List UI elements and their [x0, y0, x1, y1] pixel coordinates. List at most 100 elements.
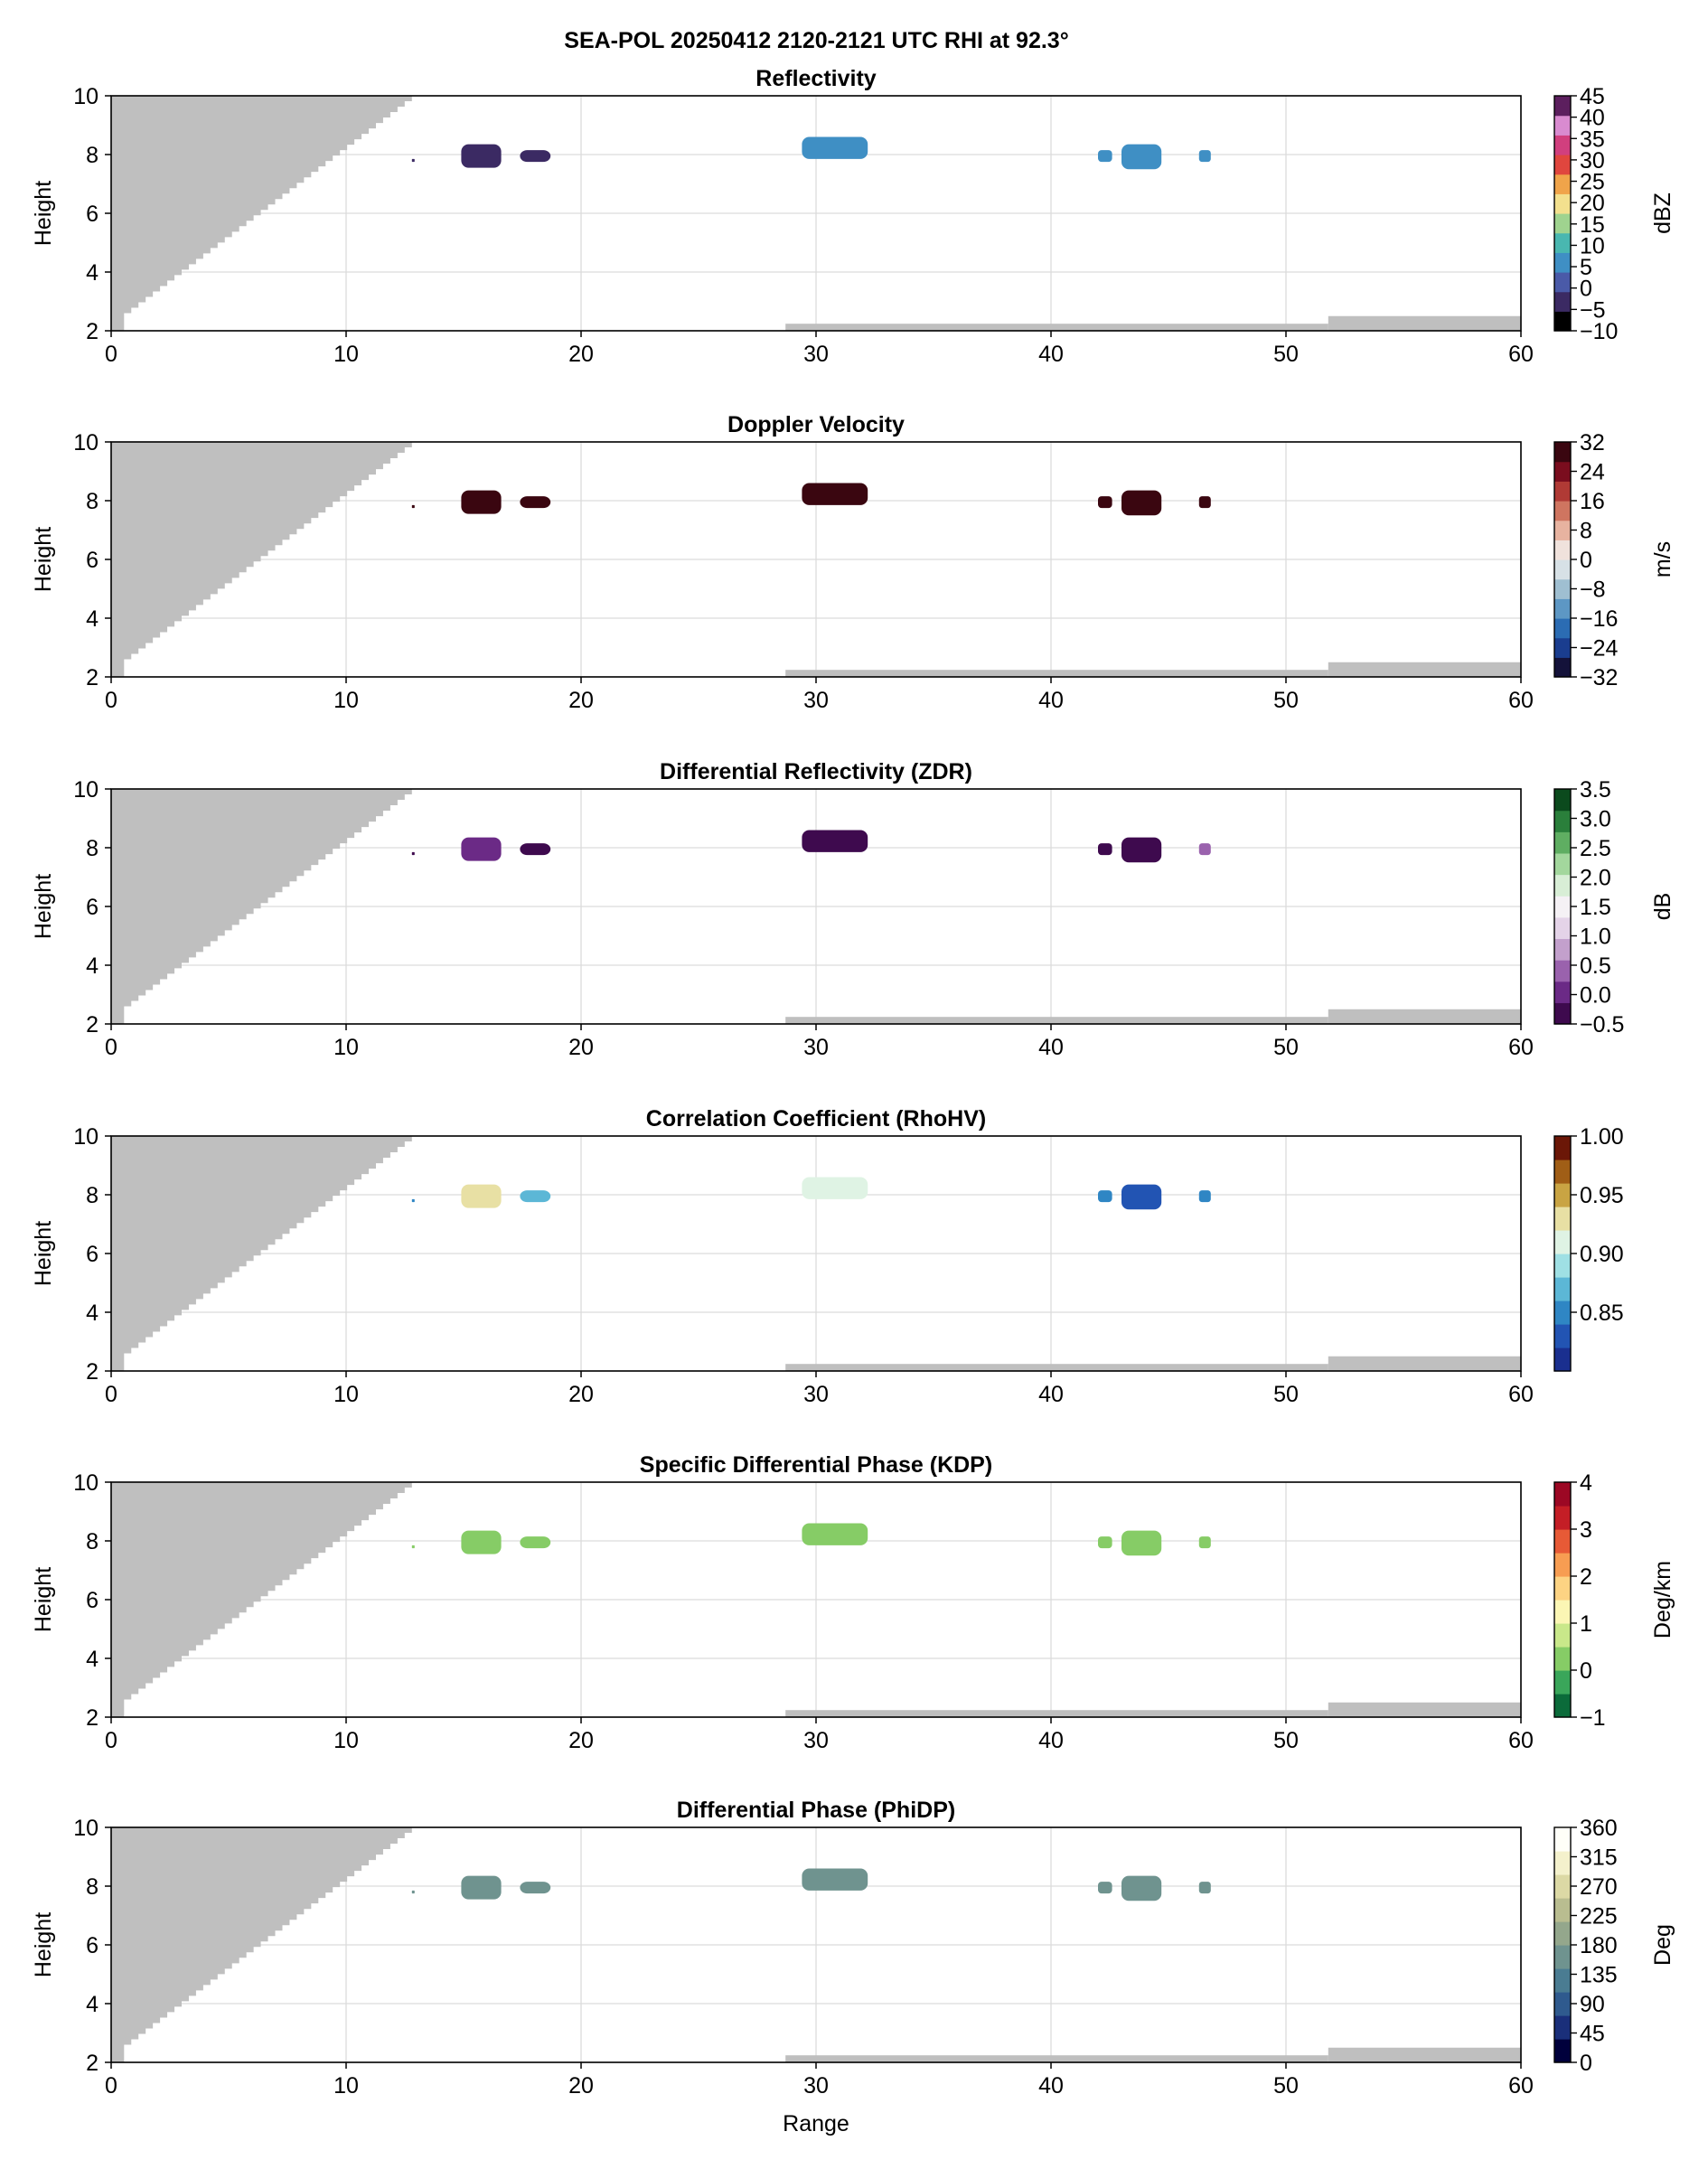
colorbar-segment	[1554, 1898, 1571, 1922]
echo-cell	[411, 1198, 415, 1203]
y-tick-label: 2	[86, 1705, 99, 1731]
echo-cell	[520, 1536, 551, 1549]
colorbar-segment	[1554, 1347, 1571, 1372]
echo-cell	[1121, 1530, 1162, 1556]
panel-title: Doppler Velocity	[727, 412, 905, 437]
x-tick-label: 40	[1038, 1728, 1064, 1753]
ground-strip	[785, 670, 1328, 677]
echo-cell	[461, 144, 502, 168]
y-tick-label: 10	[73, 777, 99, 803]
echo-cell	[1121, 490, 1162, 516]
colorbar-tick-label: 1.00	[1580, 1124, 1624, 1150]
x-tick-label: 10	[333, 342, 359, 367]
x-tick-label: 60	[1508, 1382, 1534, 1407]
ground-strip	[785, 324, 1328, 331]
echo-cell	[1098, 1536, 1112, 1549]
colorbar-segment	[1554, 1647, 1571, 1671]
echo-cell	[520, 1882, 551, 1894]
colorbar-segment	[1554, 311, 1571, 332]
colorbar-label: dB	[1650, 893, 1675, 921]
panel-title: Differential Reflectivity (ZDR)	[660, 759, 972, 784]
colorbar-tick-label: 10	[1580, 233, 1605, 258]
y-tick-label: 6	[86, 895, 99, 920]
colorbar-segment	[1554, 559, 1571, 580]
x-tick-label: 30	[803, 1728, 829, 1753]
colorbar-segment	[1554, 155, 1571, 175]
echo-cell	[802, 136, 868, 159]
colorbar-segment	[1554, 1002, 1571, 1025]
colorbar-segment	[1554, 481, 1571, 502]
x-tick-label: 50	[1273, 1035, 1299, 1060]
colorbar-segment	[1554, 2039, 1571, 2063]
colorbar-tick-label: 270	[1580, 1874, 1618, 1900]
x-tick-label: 20	[568, 1728, 594, 1753]
x-tick-label: 60	[1508, 2073, 1534, 2099]
colorbar-segment	[1554, 193, 1571, 214]
x-tick-label: 30	[803, 1035, 829, 1060]
y-tick-label: 4	[86, 1992, 99, 2017]
colorbar-segment	[1554, 896, 1571, 918]
echo-cell	[1198, 150, 1211, 163]
colorbar-tick-label: 40	[1580, 106, 1605, 131]
colorbar-segment	[1554, 1600, 1571, 1624]
x-tick-label: 10	[333, 1382, 359, 1407]
x-tick-label: 10	[333, 1728, 359, 1753]
x-tick-label: 20	[568, 1035, 594, 1060]
colorbar-segment	[1554, 1300, 1571, 1325]
y-tick-label: 8	[86, 1529, 99, 1554]
ground-strip	[1328, 315, 1521, 331]
echo-cell	[802, 1177, 868, 1199]
colorbar-segment	[1554, 1670, 1571, 1695]
y-tick-label: 4	[86, 606, 99, 632]
colorbar-segment	[1554, 789, 1571, 812]
echo-cell	[411, 158, 415, 163]
colorbar-tick-label: 0	[1580, 1658, 1592, 1684]
x-tick-label: 50	[1273, 342, 1299, 367]
colorbar-tick-label: 0	[1580, 548, 1592, 573]
x-tick-label: 60	[1508, 342, 1534, 367]
panel-4: Correlation Coefficient (RhoHV)0 10 20 30 40…	[31, 1106, 1624, 1407]
panel-5: Specific Differential Phase (KDP)0 10 20 30…	[31, 1452, 1675, 1753]
colorbar-tick-label: 135	[1580, 1963, 1618, 1988]
colorbar-segment	[1554, 1694, 1571, 1718]
colorbar-segment	[1554, 1921, 1571, 1946]
colorbar-tick-label: 45	[1580, 84, 1605, 109]
colorbar-tick-label: 45	[1580, 2022, 1605, 2047]
y-tick-label: 2	[86, 665, 99, 690]
colorbar-segment	[1554, 135, 1571, 155]
colorbar-segment	[1554, 831, 1571, 854]
y-tick-label: 2	[86, 319, 99, 344]
x-axis-label: Range	[783, 2111, 849, 2136]
colorbar-segment	[1554, 540, 1571, 560]
echo-cell	[520, 496, 551, 509]
colorbar-tick-label: −8	[1580, 577, 1606, 603]
y-tick-label: 2	[86, 1012, 99, 1038]
echo-cell	[1121, 144, 1162, 170]
y-tick-label: 6	[86, 1933, 99, 1958]
colorbar-tick-label: 3.0	[1580, 807, 1611, 832]
colorbar-tick-label: 32	[1580, 430, 1605, 455]
x-tick-label: 40	[1038, 342, 1064, 367]
colorbar-segment	[1554, 1277, 1571, 1301]
echo-cell	[411, 504, 415, 509]
x-tick-label: 30	[803, 688, 829, 713]
echo-cell	[520, 1190, 551, 1203]
colorbar-segment	[1554, 852, 1571, 876]
panel-title: Differential Phase (PhiDP)	[677, 1798, 955, 1823]
colorbar-segment	[1554, 1482, 1571, 1507]
echo-cell	[461, 1530, 502, 1554]
colorbar-frame	[1553, 1481, 1572, 1718]
colorbar-tick-label: 0	[1580, 277, 1592, 302]
colorbar-segment	[1554, 115, 1571, 136]
panel-3: Differential Reflectivity (ZDR)0 10 20 30 40…	[31, 759, 1675, 1060]
colorbar-segment	[1554, 637, 1571, 658]
ground-strip	[785, 1364, 1328, 1371]
colorbar-tick-label: 0.5	[1580, 953, 1611, 979]
x-tick-label: 0	[105, 1382, 117, 1407]
y-axis-label: Height	[31, 527, 56, 592]
y-tick-label: 8	[86, 836, 99, 861]
echo-cell	[1098, 1190, 1112, 1203]
echo-cell	[1198, 1882, 1211, 1894]
ground-strip	[1328, 662, 1521, 677]
